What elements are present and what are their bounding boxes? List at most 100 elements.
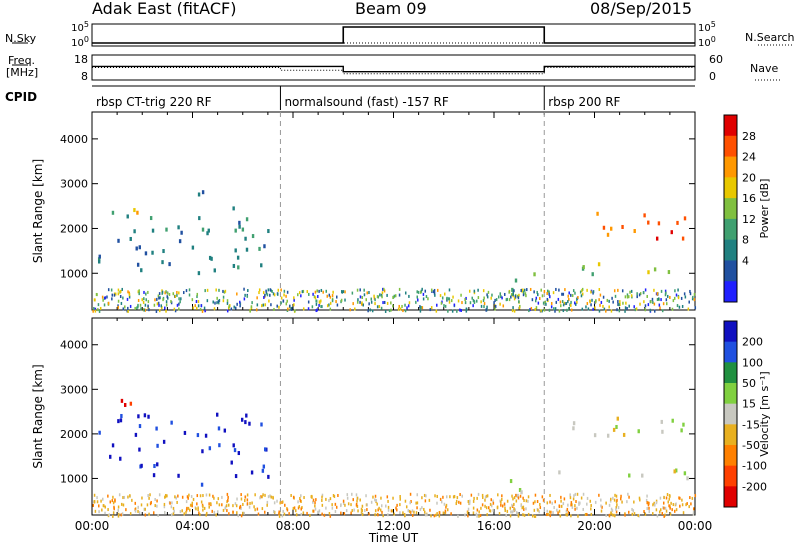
velocity-data-cell	[111, 499, 114, 503]
power-colorbar-swatch	[724, 135, 737, 158]
velocity-data-cell	[144, 513, 147, 517]
power-data-cell	[483, 302, 486, 306]
velocity-data-cell	[600, 504, 602, 508]
velocity-data-cell	[438, 511, 441, 515]
velocity-data-cell	[120, 413, 123, 418]
velocity-data-cell	[244, 420, 247, 425]
power-data-cell	[626, 307, 628, 311]
power-data-cell	[491, 293, 493, 297]
power-data-cell	[356, 300, 359, 304]
power-data-cell	[533, 272, 536, 277]
power-data-cell	[417, 298, 419, 302]
power-data-cell	[103, 303, 106, 307]
power-data-cell	[546, 292, 548, 296]
velocity-data-cell	[239, 506, 241, 510]
velocity-data-cell	[138, 424, 142, 429]
power-data-cell	[522, 290, 525, 294]
velocity-data-cell	[552, 511, 554, 515]
velocity-data-cell	[146, 503, 149, 507]
velocity-x-tick-label: 00:00	[75, 519, 110, 533]
power-data-cell	[369, 308, 372, 312]
velocity-data-cell	[611, 513, 614, 517]
power-data-cell	[693, 292, 696, 296]
power-data-cell	[322, 290, 324, 294]
power-data-cell	[539, 296, 541, 300]
velocity-data-cell	[415, 511, 418, 515]
velocity-data-cell	[443, 502, 446, 506]
power-data-cell	[608, 299, 610, 303]
velocity-data-cell	[692, 507, 695, 511]
power-data-cell	[464, 301, 467, 305]
velocity-data-cell	[572, 426, 575, 431]
power-data-cell	[363, 288, 365, 292]
power-data-cell	[280, 288, 282, 292]
velocity-data-cell	[661, 429, 664, 434]
power-data-cell	[694, 306, 697, 310]
velocity-data-cell	[237, 451, 241, 456]
velocity-data-cell	[655, 508, 658, 512]
power-data-cell	[162, 298, 164, 302]
power-data-cell	[320, 299, 322, 303]
velocity-data-cell	[647, 503, 650, 507]
power-data-cell	[576, 300, 578, 304]
power-data-cell	[120, 301, 123, 305]
velocity-data-cell	[430, 514, 432, 518]
power-data-cell	[562, 303, 565, 307]
power-data-cell	[575, 297, 578, 301]
power-data-cell	[471, 296, 473, 300]
power-data-cell	[122, 307, 125, 311]
power-data-cell	[534, 299, 537, 303]
power-data-cell	[681, 236, 685, 241]
nave-label: Nave	[750, 62, 779, 75]
power-data-cell	[465, 296, 467, 300]
velocity-data-cell	[665, 509, 668, 513]
velocity-data-cell	[251, 501, 253, 505]
velocity-data-cell	[154, 497, 156, 501]
velocity-x-tick-label: 16:00	[477, 519, 512, 533]
power-data-cell	[165, 309, 167, 313]
velocity-data-cell	[190, 495, 193, 499]
velocity-data-cell	[668, 494, 671, 498]
power-data-cell	[139, 303, 142, 307]
velocity-data-cell	[375, 499, 378, 503]
power-data-cell	[174, 294, 177, 298]
velocity-data-cell	[533, 508, 536, 512]
power-data-cell	[565, 302, 568, 306]
power-data-cell	[203, 306, 206, 310]
velocity-data-cell	[117, 514, 120, 518]
velocity-data-cell	[321, 495, 323, 499]
velocity-data-cell	[329, 497, 332, 501]
power-data-cell	[218, 288, 220, 292]
velocity-data-cell	[196, 502, 198, 506]
power-data-cell	[110, 288, 113, 292]
velocity-data-cell	[590, 512, 593, 516]
velocity-data-cell	[246, 493, 249, 497]
power-data-cell	[289, 304, 291, 308]
power-data-cell	[154, 298, 156, 302]
power-data-cell	[269, 288, 272, 292]
power-data-cell	[136, 306, 138, 310]
power-data-cell	[196, 295, 198, 299]
power-data-cell	[386, 293, 388, 297]
velocity-data-cell	[484, 504, 486, 508]
power-data-cell	[162, 249, 165, 254]
velocity-data-cell	[386, 495, 389, 499]
power-data-cell	[386, 301, 389, 305]
power-data-cell	[571, 294, 574, 298]
power-data-cell	[603, 307, 606, 311]
power-data-cell	[518, 306, 521, 310]
power-data-cell	[533, 290, 535, 294]
nave-right-tick-label: 0	[709, 70, 716, 83]
velocity-data-cell	[350, 511, 352, 515]
velocity-data-cell	[571, 505, 574, 509]
power-data-cell	[236, 302, 238, 306]
velocity-data-cell	[411, 509, 414, 513]
power-data-cell	[147, 290, 149, 294]
velocity-data-cell	[246, 498, 249, 502]
power-data-cell	[198, 216, 201, 221]
velocity-colorbar-tick-label: -15	[742, 418, 760, 431]
velocity-data-cell	[520, 490, 523, 495]
power-data-cell	[117, 292, 120, 296]
power-data-cell	[624, 306, 627, 310]
velocity-data-cell	[421, 506, 423, 510]
